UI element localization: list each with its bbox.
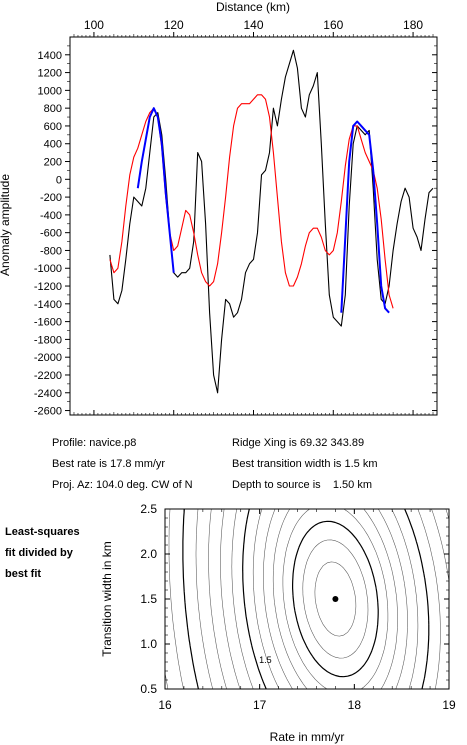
contour-line (168, 509, 184, 689)
y-tick-label: 1200 (38, 68, 62, 80)
side-note-line-2: fit divided by (5, 547, 73, 559)
contour-line (208, 509, 449, 689)
best-rate-text: Best rate is 17.8 mm/yr (52, 458, 166, 470)
contour-line (220, 509, 449, 689)
contour-y-tick-label: 1.5 (140, 592, 157, 606)
side-note-line-3: best fit (5, 568, 42, 580)
contour-y-axis-title: Transition width in km (100, 541, 114, 657)
observed-anomaly-line (109, 49, 434, 394)
contour-line (302, 539, 369, 659)
profile-chart: Distance (km) Anomaly amplitude 100 120 14… (0, 0, 438, 418)
fitted-anomaly-line (136, 107, 175, 273)
contour-x-tick-label: 18 (348, 698, 362, 712)
y-tick-label: 800 (44, 103, 62, 115)
contour-y-tick-label: 1.0 (140, 637, 157, 651)
best-fit-marker (332, 596, 339, 602)
y-tick-label: -400 (40, 210, 62, 222)
source-depth-text: Depth to source is 1.50 km (232, 479, 373, 491)
profile-tick-group: 100 120 140 160 180 1400 1200 1000 800 600 400 200 0… (34, 18, 437, 418)
y-tick-label: -2600 (34, 406, 62, 418)
y-tick-label: -800 (40, 245, 62, 257)
y-tick-label: -2000 (34, 352, 62, 364)
contour-x-tick-label: 16 (158, 698, 172, 712)
y-tick-label: -1400 (34, 299, 62, 311)
y-tick-label: 1000 (38, 85, 62, 97)
y-tick-label: -1200 (34, 281, 62, 293)
y-tick-label: -1600 (34, 317, 62, 329)
x-axis-title: Distance (km) (216, 0, 290, 14)
contour-line (263, 509, 408, 689)
contour-line (242, 509, 430, 689)
contour-line (195, 509, 214, 689)
profile-series-group (109, 49, 434, 394)
y-tick-label: 200 (44, 157, 62, 169)
contour-line (231, 509, 441, 689)
y-tick-label: 0 (56, 174, 62, 186)
y-tick-label: -600 (40, 228, 62, 240)
contour-line (272, 509, 398, 689)
contour-line (282, 509, 389, 689)
projection-azimuth-text: Proj. Az: 104.0 deg. CW of N (52, 479, 193, 491)
y-tick-label: 1400 (38, 50, 62, 62)
x-tick-label: 140 (243, 18, 263, 32)
contour-line (252, 509, 419, 689)
y-tick-label: -1800 (34, 334, 62, 346)
y-tick-label: -2400 (34, 388, 62, 400)
x-tick-label: 120 (164, 18, 184, 32)
fitted-anomaly-line (340, 120, 390, 314)
profile-name: Profile: navice.p8 (52, 437, 137, 449)
best-transition-width-text: Best transition width is 1.5 km (232, 458, 378, 470)
y-tick-label: -1000 (34, 263, 62, 275)
ridge-crossing-text: Ridge Xing is 69.32 343.89 (232, 437, 365, 449)
misfit-contour-chart: 16 17 18 19 2.5 2.0 1.5 1.0 0.5 Rate in mm/yr Tr… (100, 502, 456, 744)
y-axis-title: Anomaly amplitude (0, 174, 12, 276)
contour-y-tick-label: 0.5 (140, 682, 157, 696)
x-tick-label: 160 (323, 18, 343, 32)
y-tick-label: 400 (44, 139, 62, 151)
y-tick-label: 600 (44, 121, 62, 133)
y-tick-label: -2200 (34, 370, 62, 382)
contour-level-label: 1.5 (259, 655, 272, 665)
contour-x-axis-title: Rate in mm/yr (270, 730, 345, 744)
side-note-line-1: Least-squares (5, 526, 80, 538)
contour-x-tick-label: 19 (442, 698, 456, 712)
contour-line (314, 561, 357, 637)
contour-line (292, 520, 379, 678)
contour-line-group (165, 509, 449, 689)
x-tick-label: 100 (84, 18, 104, 32)
contour-line (182, 509, 199, 689)
x-tick-label: 180 (403, 18, 423, 32)
contour-y-tick-label: 2.5 (140, 502, 157, 516)
contour-tick-group: 16 17 18 19 2.5 2.0 1.5 1.0 0.5 (140, 502, 456, 712)
contour-y-tick-label: 2.0 (140, 547, 157, 561)
contour-x-tick-label: 17 (253, 698, 267, 712)
y-tick-label: -200 (40, 192, 62, 204)
